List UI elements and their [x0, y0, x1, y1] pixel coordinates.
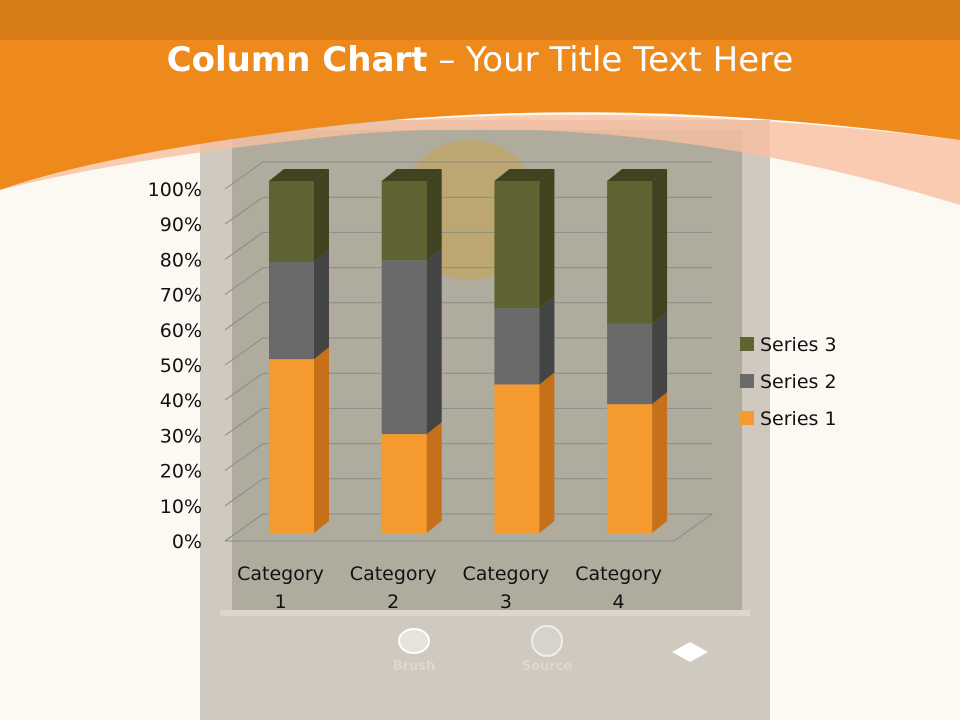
- x-tick-label-line1: Category: [463, 563, 550, 585]
- x-tick-label: Category 3: [463, 563, 550, 613]
- bar-1-1: [269, 359, 314, 533]
- bar-2-4: [607, 323, 653, 405]
- gridline: [224, 478, 712, 507]
- bar-top-2: [381, 169, 442, 181]
- title-rest: – Your Title Text Here: [427, 40, 794, 80]
- x-tick-label-line2: 3: [500, 591, 512, 613]
- gridline: [224, 231, 712, 260]
- x-tick-label: Category 2: [350, 563, 437, 613]
- slide-title: Column Chart – Your Title Text Here: [0, 40, 960, 80]
- y-tick-label: 0%: [172, 531, 202, 553]
- bar-side-1-3: [539, 372, 555, 533]
- bar-1-4: [607, 404, 653, 533]
- gridline: [224, 161, 712, 190]
- y-tick-label: 50%: [160, 355, 202, 377]
- bar-side-2-1: [314, 249, 329, 360]
- y-tick-label: 60%: [160, 320, 202, 342]
- bar-top-1: [269, 169, 329, 181]
- bar-side-3-3: [539, 169, 555, 309]
- y-tick-label: 30%: [160, 425, 202, 447]
- photo-frame: [220, 610, 750, 616]
- bar-side-2-3: [539, 296, 555, 385]
- bar-side-3-1: [314, 169, 329, 262]
- legend-swatch-series-2: [740, 374, 754, 388]
- bar-side-1-1: [314, 347, 329, 533]
- bar-1-3: [494, 384, 540, 533]
- y-tick-label: 80%: [160, 249, 202, 271]
- x-tick-label-line2: 4: [613, 591, 625, 613]
- layers-icon: [672, 642, 708, 662]
- source-label: Source: [522, 659, 573, 674]
- bar-2-1: [269, 261, 314, 360]
- bar-side-2-4: [652, 311, 668, 405]
- legend-label-series-3: Series 3: [760, 334, 837, 356]
- x-axis: [225, 513, 713, 542]
- bar-side-1-4: [652, 392, 668, 533]
- title-bold: Column Chart: [166, 40, 428, 80]
- bar-top-3: [494, 169, 555, 181]
- bar-3-2: [381, 181, 427, 261]
- x-tick-label-line1: Category: [575, 563, 662, 585]
- bar-3-1: [269, 181, 314, 262]
- y-tick-label: 100%: [148, 179, 202, 201]
- bar-side-3-2: [426, 169, 442, 261]
- bar-side-3-4: [652, 169, 668, 324]
- legend-swatch-series-1: [740, 411, 754, 425]
- y-tick-label: 70%: [160, 285, 202, 307]
- x-tick-label-line1: Category: [350, 563, 437, 585]
- legend-swatch-series-3: [740, 337, 754, 351]
- legend-label-series-2: Series 2: [760, 371, 837, 393]
- bar-2-3: [494, 308, 540, 385]
- x-tick-label-line2: 2: [387, 591, 399, 613]
- bar-1-2: [381, 434, 427, 533]
- gridline: [224, 196, 712, 225]
- header-band: [0, 0, 960, 190]
- header-shade: [0, 0, 960, 40]
- legend-label-series-1: Series 1: [760, 408, 837, 430]
- brush-icon: [398, 628, 430, 654]
- x-tick-label: Category 1: [237, 563, 324, 613]
- bar-3-3: [494, 181, 540, 309]
- y-axis-floor: [224, 513, 264, 542]
- bar-3-4: [607, 181, 653, 324]
- gridline: [224, 443, 712, 472]
- gridline: [224, 372, 712, 401]
- y-tick-label: 40%: [160, 390, 202, 412]
- source-icon: [531, 625, 563, 657]
- bar-side-2-2: [426, 248, 442, 435]
- bar-top-4: [607, 169, 668, 181]
- gridline: [224, 302, 712, 331]
- header-swoosh: [0, 114, 960, 205]
- gridline: [224, 407, 712, 436]
- brush-label: Brush: [393, 659, 436, 674]
- bar-side-1-2: [426, 422, 442, 533]
- x-tick-label-line2: 1: [274, 591, 286, 613]
- x-tick-label: Category 4: [575, 563, 662, 613]
- gridline: [224, 267, 712, 296]
- gridline: [224, 337, 712, 366]
- bar-2-2: [381, 260, 427, 435]
- y-tick-label: 20%: [160, 461, 202, 483]
- x-tick-label-line1: Category: [237, 563, 324, 585]
- y-tick-label: 10%: [160, 496, 202, 518]
- y-tick-label: 90%: [160, 214, 202, 236]
